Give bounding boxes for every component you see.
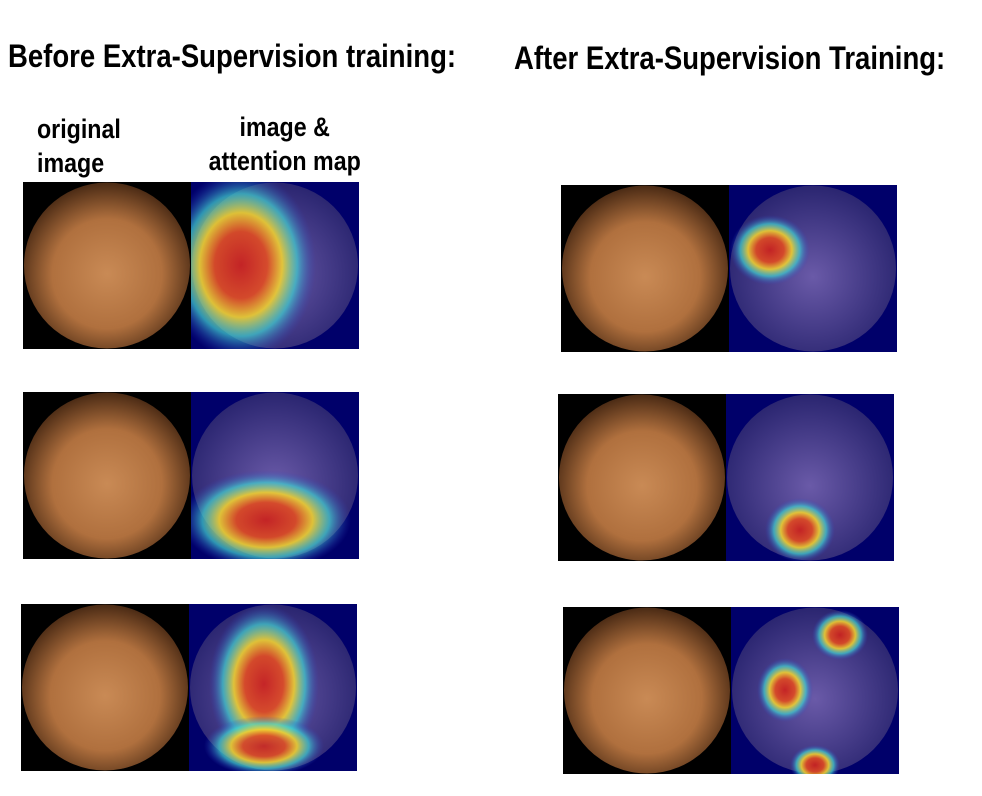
original-image (24, 392, 190, 559)
title-after: After Extra-Supervision Training: (514, 40, 946, 76)
attention-map (757, 610, 868, 774)
column-label-overlay: image & attention map (208, 112, 361, 176)
attention-blob (812, 610, 868, 660)
original-image (22, 604, 188, 771)
image-pair (21, 604, 357, 771)
attention-map (730, 215, 810, 285)
attention-blob (790, 745, 840, 774)
attention-map (191, 470, 351, 559)
attention-map (191, 182, 316, 349)
original-image (562, 185, 728, 352)
original-image (24, 182, 190, 349)
image-pair (23, 392, 359, 559)
attention-blob (191, 470, 351, 559)
original-image (564, 607, 730, 774)
image-pair (23, 182, 359, 349)
title-before: Before Extra-Supervision training: (8, 38, 457, 74)
image-pair (561, 185, 897, 352)
attention-blob (757, 658, 813, 722)
original-image (559, 394, 725, 561)
attention-blob (191, 182, 316, 349)
attention-blob (765, 498, 835, 561)
image-pair (563, 607, 899, 774)
attention-map (204, 604, 324, 771)
attention-blob (730, 215, 810, 285)
column-label-original: original image (37, 114, 121, 178)
attention-blob (204, 716, 324, 771)
image-pair (558, 394, 894, 561)
attention-map (765, 498, 835, 561)
